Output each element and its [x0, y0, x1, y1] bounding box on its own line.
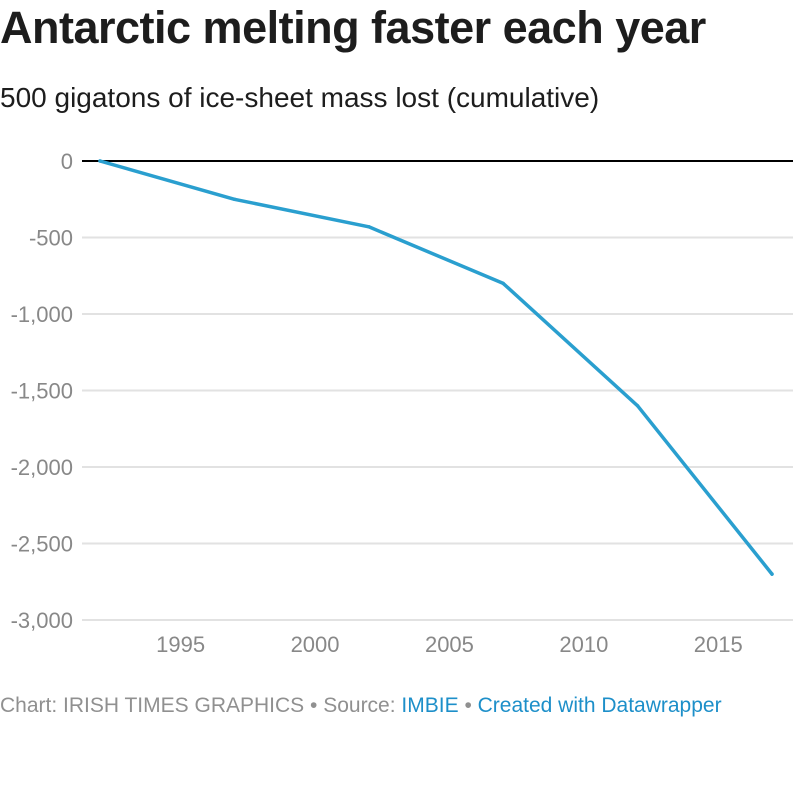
y-tick-label: -1,000 [11, 302, 73, 327]
datawrapper-link[interactable]: Created with Datawrapper [477, 694, 722, 717]
chart-credit: Chart: IRISH TIMES GRAPHICS [0, 694, 305, 717]
x-tick-label: 2000 [291, 632, 340, 657]
x-tick-label: 2010 [559, 632, 608, 657]
data-point [501, 281, 505, 286]
x-tick-label: 2015 [694, 632, 743, 657]
series-line [98, 159, 774, 576]
x-tick-label: 2005 [425, 632, 474, 657]
source-link-imbie[interactable]: IMBIE [401, 694, 459, 717]
data-point [635, 404, 640, 408]
x-tick-label: 1995 [156, 632, 205, 657]
footer-separator: • [458, 694, 478, 717]
x-axis-ticks: 1995 2000 2005 2010 2015 [156, 632, 743, 657]
series [98, 159, 774, 576]
data-point [770, 572, 774, 576]
y-axis-ticks: 0 -500 -1,000 -1,500 -2,000 -2,500 -3,000 [11, 149, 73, 633]
line-chart: 0 -500 -1,000 -1,500 -2,000 -2,500 -3,000 1995… [11, 149, 793, 657]
data-point [367, 225, 371, 229]
y-tick-label: -500 [29, 226, 73, 251]
y-tick-label: -1,500 [11, 379, 73, 404]
y-tick-label: 0 [61, 149, 73, 174]
chart-footer: Chart: IRISH TIMES GRAPHICS • Source: IM… [0, 694, 722, 718]
y-tick-label: -2,500 [11, 532, 73, 557]
chart-title: Antarctic melting faster each year [0, 2, 706, 53]
source-label: Source: [323, 694, 402, 717]
data-point [232, 197, 237, 201]
data-point [98, 159, 102, 163]
footer-separator: • [304, 694, 324, 717]
y-tick-label: -2,000 [11, 455, 73, 480]
gridlines [82, 160, 793, 621]
y-tick-label: -3,000 [11, 608, 73, 633]
chart-subtitle: 500 gigatons of ice-sheet mass lost (cum… [0, 82, 600, 113]
